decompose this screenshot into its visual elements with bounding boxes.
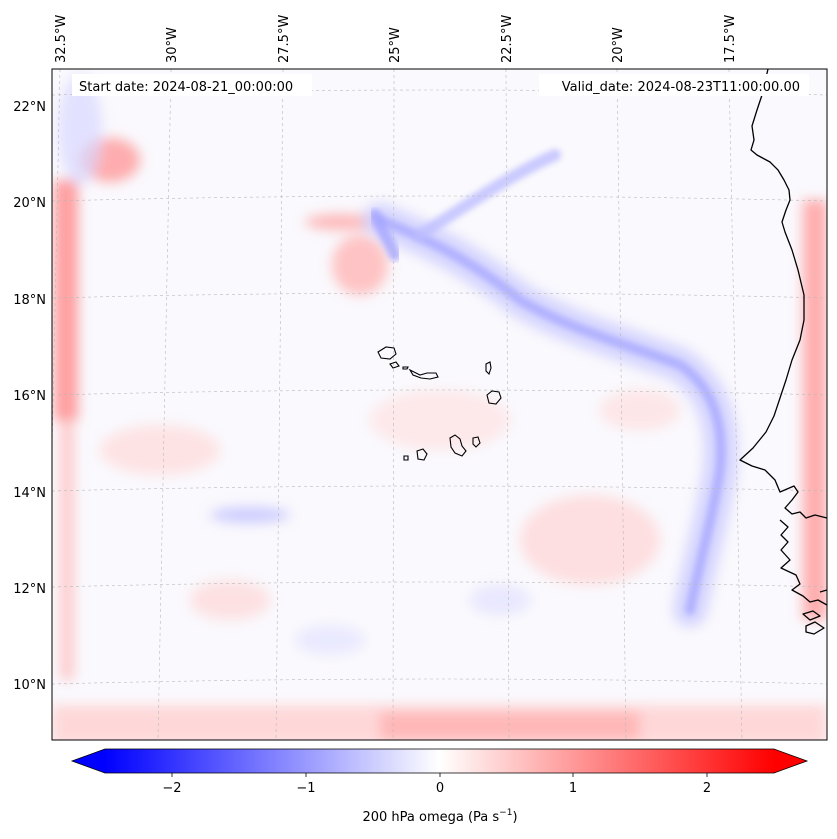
colorbar-extend-min	[72, 749, 105, 773]
colorbar-label-superscript: −1	[499, 808, 512, 818]
valid-date-box	[539, 74, 809, 96]
colorbar-label-tail: )	[512, 810, 517, 825]
gridline-lat-12n	[52, 581, 827, 588]
longitude-labels: 32.5°W 30°W 27.5°W 25°W 22.5°W 20°W 17.5…	[54, 15, 738, 63]
lat-label-10n: 10°N	[13, 678, 46, 693]
lon-label-25w: 25°W	[388, 27, 403, 63]
island-boa-vista	[486, 390, 502, 405]
island-sao-vicente	[389, 361, 400, 369]
island-santa-luzia	[402, 366, 409, 370]
omega-field-jet-band	[363, 149, 738, 627]
island-brava	[403, 455, 409, 461]
lon-label-22-5w: 22.5°W	[500, 15, 515, 63]
map-panel: Start date: 2024-08-21_00:00:00 Valid_da…	[52, 69, 827, 740]
lon-label-17-5w: 17.5°W	[723, 15, 738, 63]
start-date-label: Start date: 2024-08-21_00:00:00	[79, 80, 293, 95]
colorbar: −2 −1 0 1 2 200 hPa omega (Pa s−1)	[70, 748, 809, 825]
lat-label-22n: 22°N	[13, 100, 46, 115]
lat-label-14n: 14°N	[13, 486, 46, 501]
colorbar-extend-max	[774, 749, 807, 773]
cape-verde-islands	[377, 346, 502, 461]
gridline-lon-20w	[616, 69, 627, 740]
gridline-lat-20n	[52, 195, 827, 202]
lat-label-12n: 12°N	[13, 582, 46, 597]
colorbar-tick-label: 2	[703, 781, 711, 796]
island-santo-antao	[377, 346, 397, 360]
colorbar-label-main: 200 hPa omega (Pa s	[362, 810, 499, 825]
colorbar-tick-label: −2	[162, 781, 181, 796]
latitude-labels: 22°N 20°N 18°N 16°N 14°N 12°N 10°N	[13, 100, 46, 693]
colorbar-tick-label: 0	[436, 781, 444, 796]
lon-label-20w: 20°W	[611, 27, 626, 63]
lat-label-20n: 20°N	[13, 196, 46, 211]
colorbar-tick-label: 1	[569, 781, 577, 796]
island-sao-nicolau	[408, 368, 439, 380]
lon-label-30w: 30°W	[165, 27, 180, 63]
gridline-lat-18n	[52, 292, 827, 299]
colorbar-tick-label: −1	[296, 781, 315, 796]
gridline-lat-16n	[52, 389, 827, 396]
gridline-lon-17-5w	[728, 69, 743, 740]
colorbar-outline	[70, 748, 809, 774]
lat-label-18n: 18°N	[13, 293, 46, 308]
gridline-lat-10n	[52, 678, 827, 685]
island-maio	[472, 436, 481, 448]
colorbar-label: 200 hPa omega (Pa s−1)	[362, 808, 517, 825]
island-santiago	[449, 434, 467, 457]
lon-label-32-5w: 32.5°W	[54, 15, 69, 63]
colorbar-tick-labels: −2 −1 0 1 2	[162, 781, 711, 796]
colorbar-body	[105, 749, 774, 773]
gridline-lat-14n	[52, 485, 827, 492]
omega-field-shading	[52, 75, 827, 740]
start-date-box	[72, 74, 312, 96]
gridline-lon-30w	[157, 69, 172, 740]
valid-date-label: Valid_date: 2024-08-23T11:00:00.00	[562, 80, 800, 95]
west-africa-coastline	[739, 69, 827, 635]
island-fogo	[416, 448, 428, 461]
gridline-lon-22-5w	[505, 69, 510, 740]
lon-label-27-5w: 27.5°W	[277, 15, 292, 63]
island-sal	[485, 361, 492, 376]
map-frame	[51, 68, 828, 741]
colorbar-ticks	[171, 773, 708, 777]
gridline-lon-25w	[392, 69, 395, 740]
gridline-lon-27-5w	[275, 69, 284, 740]
lat-label-16n: 16°N	[13, 389, 46, 404]
